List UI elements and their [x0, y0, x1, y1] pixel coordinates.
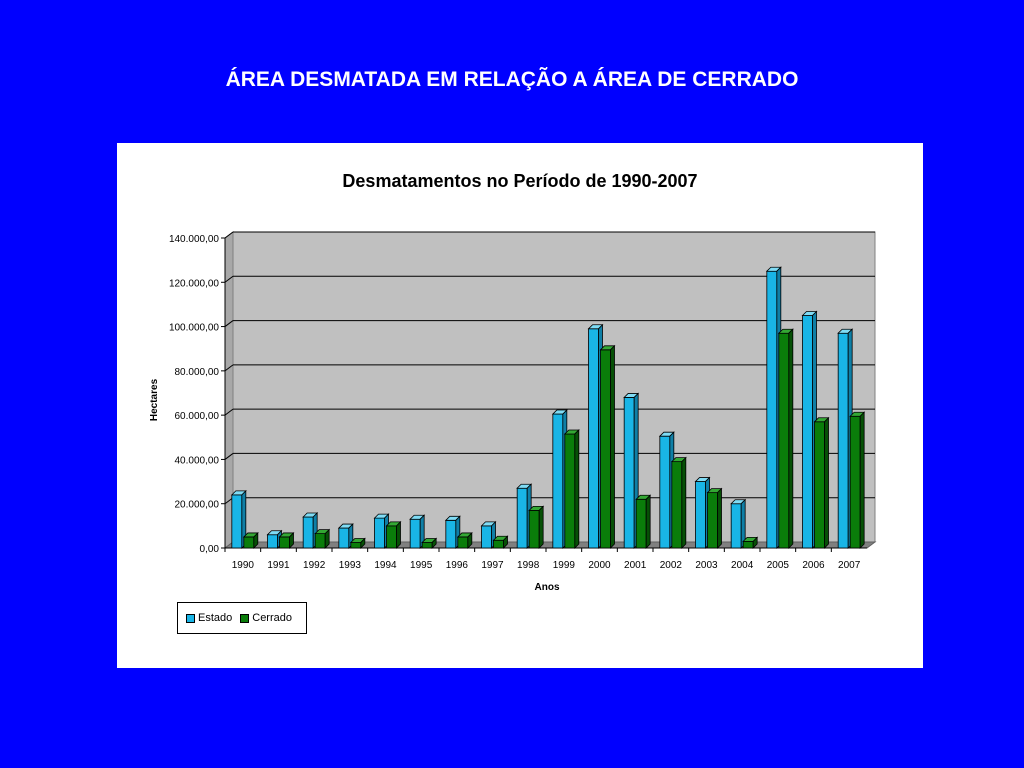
y-tick-label: 120.000,00: [169, 278, 219, 289]
bar-cerrado: [350, 542, 362, 549]
bar-side-cerrado: [574, 428, 580, 549]
bar-estado: [552, 413, 564, 549]
x-tick-label: 2001: [624, 560, 647, 571]
x-tick-label: 1998: [517, 560, 540, 571]
bar-estado: [659, 435, 671, 549]
x-tick-label: 2002: [660, 560, 683, 571]
bar-cerrado: [849, 415, 861, 549]
chart-title: Desmatamentos no Período de 1990-2007: [342, 171, 697, 191]
bar-estado: [588, 328, 599, 549]
x-tick-label: 1994: [374, 560, 397, 571]
bar-cerrado: [457, 536, 469, 549]
bar-cerrado: [778, 332, 790, 549]
y-tick-label: 0,00: [200, 544, 220, 555]
bar-cerrado: [314, 533, 326, 549]
bar-estado: [481, 525, 492, 549]
bar-side-cerrado: [324, 528, 330, 549]
bar-estado: [837, 332, 849, 549]
legend-label-cerrado: Cerrado: [252, 612, 292, 624]
bar-cerrado: [707, 492, 718, 549]
x-tick-label: 2005: [767, 560, 790, 571]
gridline-side: [224, 453, 234, 460]
x-tick-label: 2004: [731, 560, 754, 571]
y-axis-label: Hectares: [149, 378, 160, 421]
bar-cerrado: [528, 509, 540, 549]
bar-side-cerrado: [859, 411, 865, 549]
legend-swatch-estado: [186, 613, 195, 623]
x-axis-label: Anos: [535, 582, 560, 593]
x-tick-label: 2003: [695, 560, 718, 571]
y-tick-label: 80.000,00: [175, 367, 220, 378]
bar-estado: [445, 519, 457, 549]
bar-side-cerrado: [396, 520, 401, 549]
x-tick-label: 1997: [481, 560, 504, 571]
gridline-side: [224, 320, 234, 327]
legend-entry-cerrado: Cerrado: [240, 612, 292, 624]
bar-side-cerrado: [824, 416, 829, 549]
bar-side-cerrado: [788, 328, 794, 549]
x-tick-label: 1995: [410, 560, 433, 571]
bar-side-cerrado: [681, 456, 687, 549]
bar-side-cerrado: [752, 536, 758, 549]
bar-cerrado: [742, 540, 754, 549]
bar-estado: [374, 517, 385, 549]
bar-side-cerrado: [538, 505, 544, 549]
bar-estado: [623, 397, 635, 549]
bar-estado: [338, 527, 350, 549]
legend-entry-estado: Estado: [186, 612, 232, 624]
bar-cerrado: [421, 542, 433, 549]
bar-cerrado: [386, 525, 397, 549]
legend-label-estado: Estado: [198, 612, 233, 624]
bar-side-cerrado: [289, 531, 294, 549]
bar-estado: [802, 315, 813, 549]
bar-cerrado: [564, 433, 576, 549]
bar-cerrado: [243, 536, 255, 549]
x-tick-label: 1999: [553, 560, 576, 571]
bar-side-cerrado: [253, 531, 259, 549]
bar-side-cerrado: [503, 535, 508, 549]
gridline-side: [224, 364, 234, 372]
x-tick-label: 1993: [339, 560, 362, 571]
bar-cerrado: [814, 421, 825, 549]
bar-estado: [766, 270, 778, 549]
bar-side-cerrado: [467, 531, 473, 549]
bar-cerrado: [493, 539, 504, 549]
legend: Estado Cerrado: [177, 602, 307, 634]
slide-title: ÁREA DESMATADA EM RELAÇÃO A ÁREA DE CERR…: [225, 68, 799, 91]
bar-side-cerrado: [645, 494, 651, 549]
gridline-side: [224, 408, 234, 416]
gridline-side: [224, 275, 234, 283]
y-tick-label: 40.000,00: [175, 455, 220, 466]
bar-estado: [516, 487, 528, 549]
y-tick-label: 140.000,00: [169, 234, 219, 245]
x-tick-label: 2007: [838, 560, 861, 571]
bar-cerrado: [279, 536, 290, 549]
x-tick-label: 1991: [267, 560, 290, 571]
x-tick-label: 2006: [802, 560, 825, 571]
bar-estado: [730, 503, 742, 549]
x-tick-label: 1990: [232, 560, 255, 571]
bar-estado: [302, 516, 314, 549]
y-tick-label: 100.000,00: [169, 323, 219, 334]
y-tick-label: 20.000,00: [175, 500, 220, 511]
gridline-side: [224, 231, 234, 239]
legend-swatch-cerrado: [240, 613, 250, 623]
y-tick-label: 60.000,00: [175, 411, 220, 422]
bar-side-cerrado: [610, 344, 615, 549]
bar-side-cerrado: [431, 537, 437, 549]
bar-cerrado: [671, 461, 683, 549]
bar-estado: [695, 481, 706, 549]
bar-side-cerrado: [717, 487, 722, 549]
bar-cerrado: [635, 498, 647, 549]
bar-estado: [267, 534, 278, 549]
x-tick-label: 1996: [446, 560, 469, 571]
bar-chart: Desmatamentos no Período de 1990-2007 He…: [149, 171, 877, 593]
x-tick-label: 1992: [303, 560, 326, 571]
bar-cerrado: [600, 349, 611, 549]
bar-estado: [231, 494, 243, 549]
bar-estado: [409, 518, 421, 549]
x-tick-label: 2000: [588, 560, 611, 571]
bar-side-cerrado: [360, 537, 366, 549]
chart-panel: Desmatamentos no Período de 1990-2007 He…: [117, 143, 923, 668]
